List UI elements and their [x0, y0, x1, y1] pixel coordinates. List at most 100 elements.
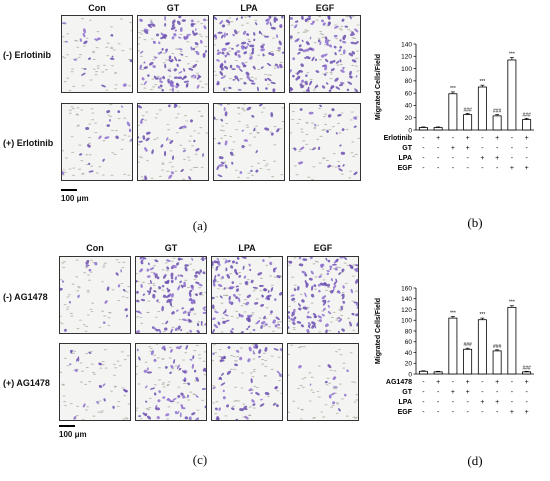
treatment-sign: -: [496, 389, 499, 396]
treatment-sign: -: [437, 409, 440, 416]
y-tick-label: 0: [408, 127, 412, 134]
column-label-gt: GT: [164, 243, 178, 253]
bar: [418, 370, 428, 375]
y-tick-label: 100: [401, 318, 412, 325]
treatment-sign: -: [422, 399, 425, 406]
bar: [492, 115, 502, 131]
y-tick-label: 60: [405, 339, 413, 346]
micrograph-c-1-1: [135, 343, 207, 421]
treatment-sign: +: [510, 409, 514, 416]
y-tick-label: 80: [405, 328, 413, 335]
column-label-con: Con: [88, 3, 106, 13]
micrograph-c-0-0: [59, 256, 131, 334]
micrograph-c-0-1: [135, 256, 207, 334]
treatment-label: AG1478: [386, 379, 412, 386]
column-label-con: Con: [86, 243, 104, 253]
treatment-label: EGF: [398, 165, 413, 172]
treatment-sign: -: [452, 165, 455, 172]
treatment-sign: -: [452, 409, 455, 416]
treatment-sign: -: [422, 155, 425, 162]
treatment-sign: -: [422, 135, 425, 142]
significance-mark: ###: [463, 342, 472, 348]
y-tick-label: 80: [405, 78, 413, 85]
treatment-sign: -: [452, 379, 455, 386]
treatment-sign: -: [466, 399, 469, 406]
chart-caption: (b): [467, 215, 482, 230]
treatment-sign: -: [466, 165, 469, 172]
treatment-sign: +: [480, 155, 484, 162]
panel-c: Con GT LPA EGF (-) AG1478 (+) AG1478 100…: [0, 240, 370, 476]
treatment-sign: +: [495, 399, 499, 406]
micrograph-a-1-0: [61, 103, 133, 181]
treatment-sign: -: [525, 155, 528, 162]
y-tick-label: 20: [405, 115, 413, 122]
treatment-sign: -: [481, 409, 484, 416]
treatment-sign: +: [466, 145, 470, 152]
treatment-sign: -: [452, 155, 455, 162]
treatment-sign: +: [451, 145, 455, 152]
treatment-sign: -: [437, 165, 440, 172]
treatment-sign: +: [451, 389, 455, 396]
treatment-sign: +: [525, 165, 529, 172]
treatment-sign: -: [511, 399, 514, 406]
bar: [507, 306, 517, 375]
treatment-sign: +: [525, 409, 529, 416]
treatment-sign: -: [437, 155, 440, 162]
treatment-sign: -: [511, 145, 514, 152]
micrograph-a-1-3: [289, 103, 361, 181]
treatment-sign: -: [422, 165, 425, 172]
bar: [463, 348, 473, 375]
caption-c: (c): [192, 452, 208, 467]
treatment-label: EGF: [398, 409, 413, 416]
significance-mark: ###: [493, 109, 502, 115]
treatment-sign: +: [436, 135, 440, 142]
caption-a: (a): [192, 218, 208, 233]
significance-mark: ###: [522, 365, 531, 371]
treatment-sign: -: [525, 145, 528, 152]
treatment-sign: +: [466, 135, 470, 142]
y-tick-label: 120: [401, 54, 412, 61]
treatment-sign: -: [466, 409, 469, 416]
micrograph-c-1-3: [287, 343, 359, 421]
column-label-lpa: LPA: [240, 3, 258, 13]
treatment-sign: -: [511, 379, 514, 386]
micrograph-a-0-0: [61, 15, 133, 93]
treatment-sign: -: [496, 165, 499, 172]
significance-mark: ###: [463, 107, 472, 113]
micrograph-c-1-2: [211, 343, 283, 421]
treatment-sign: +: [480, 399, 484, 406]
bar: [507, 59, 517, 131]
column-label-egf: EGF: [315, 3, 335, 13]
treatment-sign: +: [495, 155, 499, 162]
treatment-sign: +: [466, 389, 470, 396]
column-label-lpa: LPA: [238, 243, 256, 253]
treatment-sign: -: [422, 389, 425, 396]
treatment-label: Erlotinib: [384, 135, 412, 142]
y-axis-label: Migrated Cells/Field: [375, 54, 382, 120]
y-tick-label: 120: [401, 307, 412, 314]
treatment-sign: -: [525, 389, 528, 396]
significance-mark: ***: [509, 52, 515, 58]
significance-mark: ***: [450, 310, 456, 316]
scale-label-a: 100 μm: [61, 194, 89, 203]
treatment-sign: -: [422, 409, 425, 416]
significance-mark: ***: [479, 79, 485, 85]
treatment-sign: -: [525, 399, 528, 406]
micrograph-a-0-1: [137, 15, 209, 93]
treatment-sign: -: [481, 165, 484, 172]
bar-chart-b: Migrated Cells/Field 0 20 40 60 80 100 120 140 **…: [375, 41, 534, 230]
treatment-sign: -: [496, 409, 499, 416]
treatment-label: GT: [402, 145, 412, 152]
micrograph-a-1-1: [137, 103, 209, 181]
bar: [492, 350, 502, 375]
treatment-sign: -: [511, 135, 514, 142]
treatment-sign: -: [452, 135, 455, 142]
treatment-sign: -: [437, 145, 440, 152]
scale-bar-a: [61, 189, 77, 191]
bar: [463, 114, 473, 131]
treatment-label: GT: [402, 389, 412, 396]
bar: [448, 93, 458, 131]
treatment-label: LPA: [399, 399, 412, 406]
treatment-sign: +: [510, 165, 514, 172]
y-tick-label: 100: [401, 66, 412, 73]
